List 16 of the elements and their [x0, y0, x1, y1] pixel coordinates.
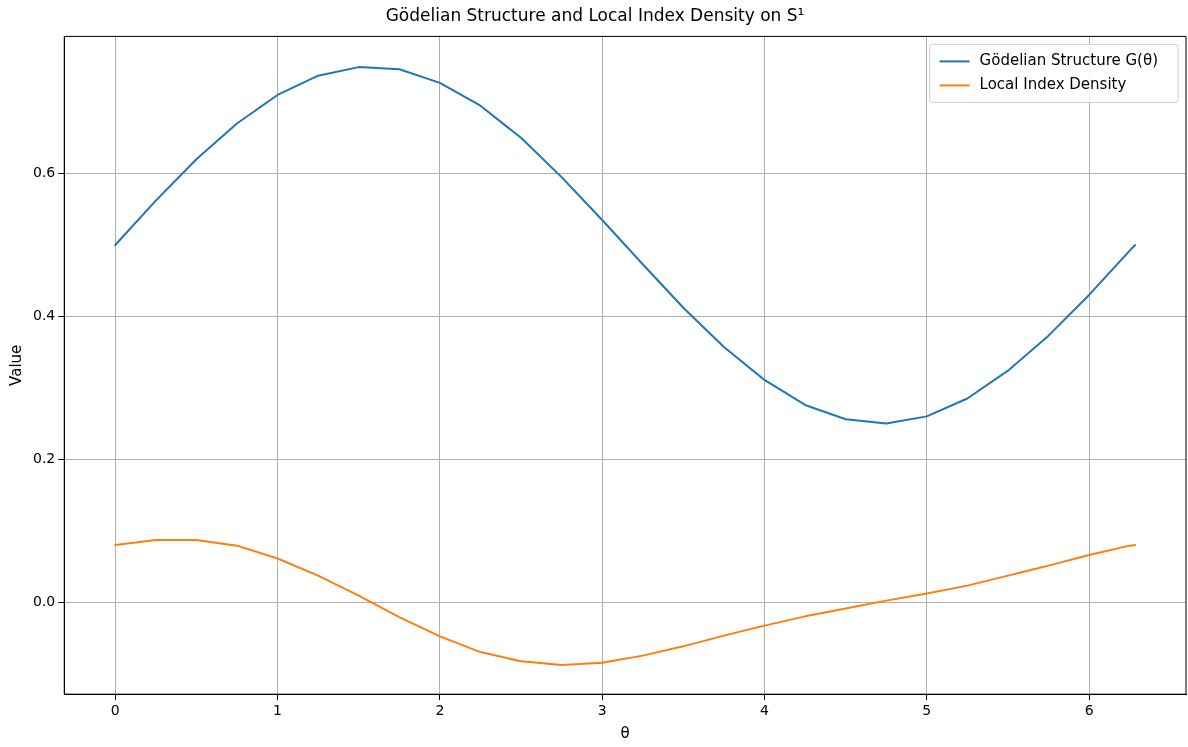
legend-label: Local Index Density [979, 75, 1127, 94]
legend-label: Gödelian Structure G(θ) [979, 51, 1158, 70]
x-tick-label: 5 [922, 702, 932, 719]
y-tick-label: 0.0 [33, 592, 56, 609]
x-tick-label: 4 [760, 702, 770, 719]
y-tick-label: 0.4 [33, 307, 56, 324]
x-tick-label: 2 [435, 702, 445, 719]
x-axis-title: θ [620, 723, 630, 742]
chart-title: Gödelian Structure and Local Index Density on S¹ [385, 4, 805, 25]
x-tick-label: 3 [597, 702, 607, 719]
x-tick-label: 1 [273, 702, 282, 719]
y-tick-label: 0.6 [33, 164, 56, 181]
y-tick-label: 0.2 [33, 449, 56, 466]
y-axis-title: Value [6, 344, 25, 386]
x-tick-label: 0 [110, 702, 120, 719]
x-tick-label: 6 [1084, 702, 1094, 719]
